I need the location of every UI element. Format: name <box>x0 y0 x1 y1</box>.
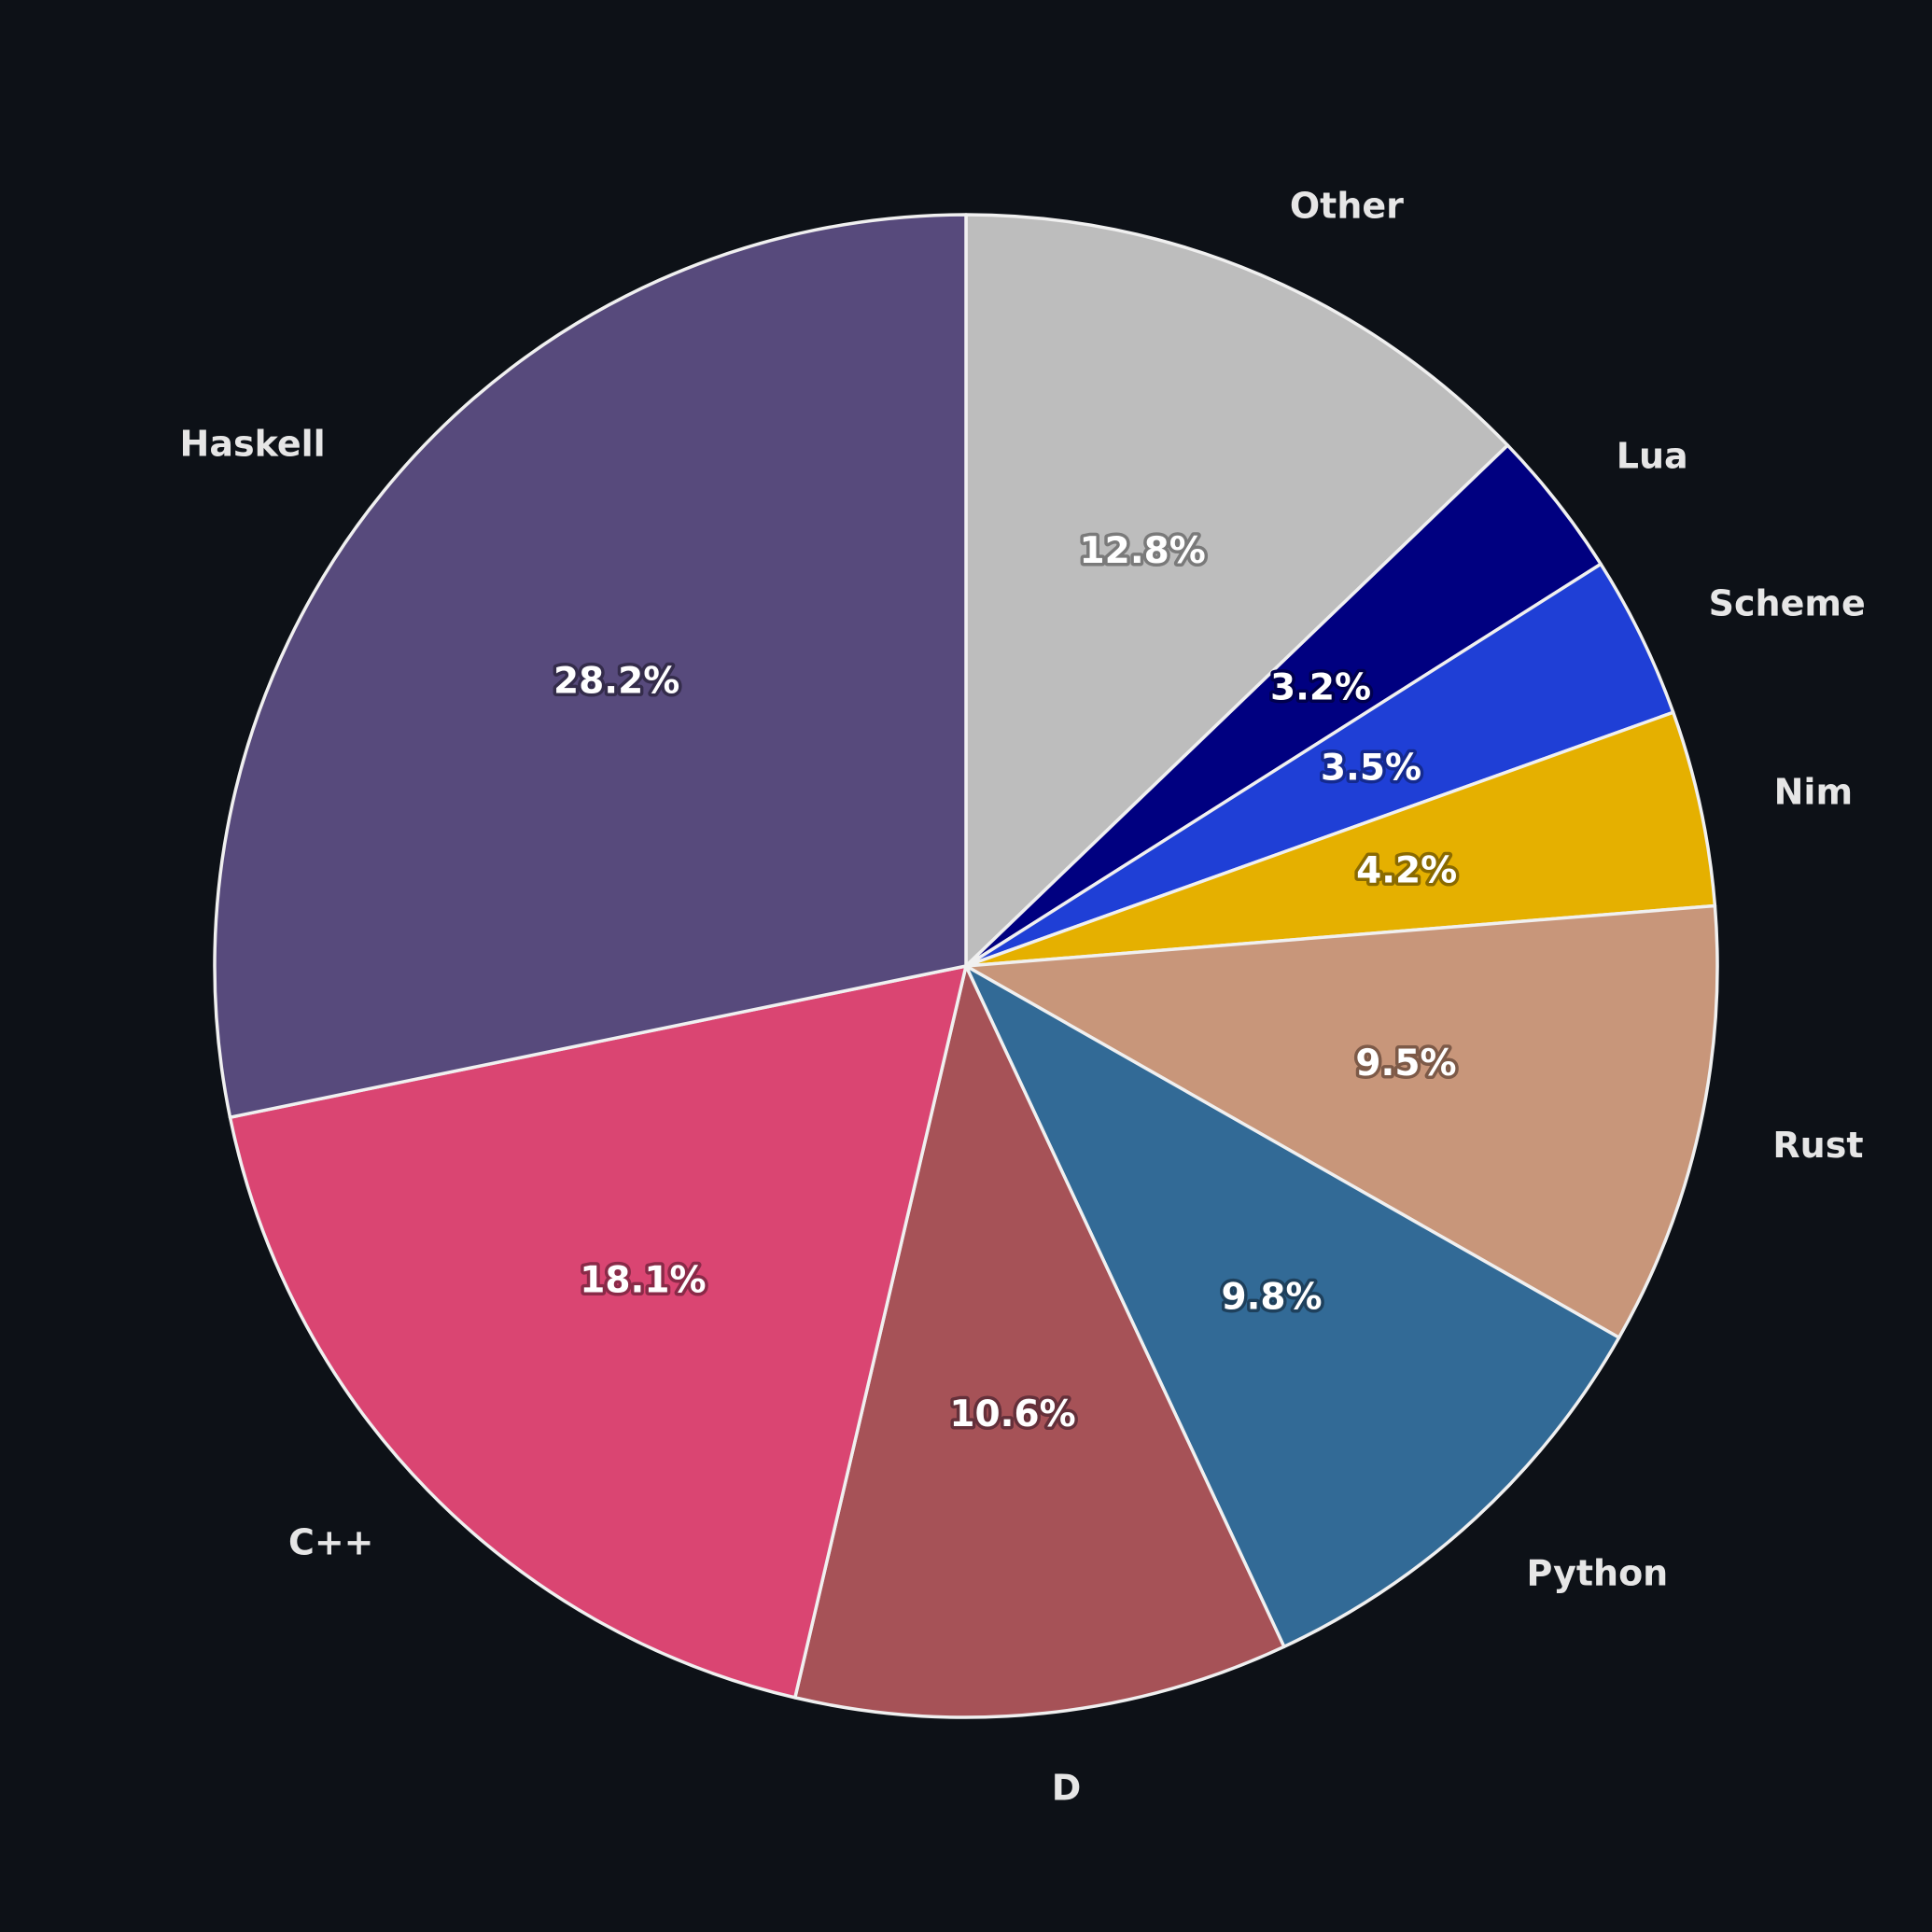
slice-cpp[interactable] <box>228 964 968 1700</box>
pie-slices <box>213 213 1719 1719</box>
pct-label-python: 9.8% <box>1221 1276 1322 1318</box>
category-label-other: Other <box>1290 185 1404 226</box>
slice-d[interactable] <box>793 964 1286 1719</box>
category-labels: Other Lua Scheme Nim Rust Python D C++ Haskell <box>180 185 1866 1808</box>
category-label-d: D <box>1052 1768 1082 1809</box>
slice-other[interactable] <box>964 213 1510 968</box>
category-label-haskell: Haskell <box>180 423 326 464</box>
pct-label-cpp: 18.1% <box>580 1259 706 1301</box>
category-label-nim: Nim <box>1774 771 1853 812</box>
pct-label-rust: 9.5% <box>1355 1043 1456 1085</box>
category-label-rust: Rust <box>1772 1125 1863 1166</box>
category-label-python: Python <box>1527 1553 1669 1594</box>
percentage-labels: 12.8% 3.2% 3.5% 4.2% 9.5% 9.8% 10.6% 18.1% 28.2% <box>550 527 1460 1439</box>
slice-python[interactable] <box>964 964 1621 1649</box>
slice-haskell[interactable] <box>213 213 968 1119</box>
pct-label-other: 12.8% <box>1080 530 1206 572</box>
pct-label-d: 10.6% <box>949 1393 1075 1435</box>
pct-label-haskell: 28.2% <box>553 660 679 702</box>
category-label-lua: Lua <box>1617 436 1688 477</box>
category-label-scheme: Scheme <box>1709 582 1866 623</box>
slice-nim[interactable] <box>964 710 1717 968</box>
slice-rust[interactable] <box>964 903 1719 1339</box>
category-label-cpp: C++ <box>288 1522 374 1563</box>
pct-label-lua: 3.2% <box>1270 666 1371 708</box>
pct-label-nim: 4.2% <box>1356 850 1457 892</box>
pct-label-scheme: 3.5% <box>1321 747 1421 789</box>
